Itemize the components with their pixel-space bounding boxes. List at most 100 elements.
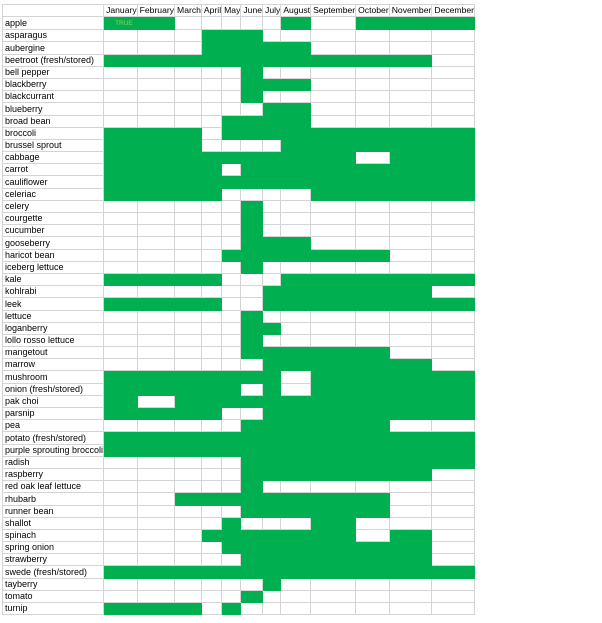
empty-cell[interactable] bbox=[262, 333, 282, 348]
empty-cell[interactable] bbox=[200, 138, 223, 153]
in-season-cell[interactable] bbox=[310, 553, 357, 567]
in-season-cell[interactable] bbox=[280, 492, 312, 506]
in-season-cell[interactable] bbox=[240, 199, 264, 214]
in-season-cell[interactable] bbox=[240, 211, 264, 226]
empty-cell[interactable] bbox=[200, 224, 223, 238]
in-season-cell[interactable] bbox=[240, 394, 264, 409]
in-season-cell[interactable] bbox=[262, 467, 282, 482]
in-season-cell[interactable] bbox=[355, 187, 390, 201]
produce-name-cell[interactable]: kale bbox=[1, 272, 105, 287]
produce-name-cell[interactable]: bell pepper bbox=[1, 65, 105, 79]
in-season-cell[interactable] bbox=[431, 163, 476, 177]
in-season-cell[interactable] bbox=[240, 65, 264, 79]
in-season-cell[interactable] bbox=[388, 358, 433, 372]
empty-cell[interactable] bbox=[136, 553, 176, 567]
empty-cell[interactable] bbox=[240, 601, 264, 616]
produce-name-cell[interactable]: mushroom bbox=[1, 370, 105, 384]
in-season-cell[interactable] bbox=[240, 175, 264, 189]
in-season-cell[interactable] bbox=[280, 272, 312, 287]
in-season-cell[interactable] bbox=[262, 248, 282, 262]
empty-cell[interactable] bbox=[103, 285, 138, 299]
in-season-cell[interactable] bbox=[240, 431, 264, 445]
in-season-cell[interactable] bbox=[103, 406, 138, 421]
in-season-cell[interactable] bbox=[431, 394, 476, 409]
in-season-cell[interactable] bbox=[240, 236, 264, 250]
in-season-cell[interactable] bbox=[240, 41, 264, 55]
in-season-cell[interactable] bbox=[310, 358, 357, 372]
in-season-cell[interactable] bbox=[310, 285, 357, 299]
in-season-cell[interactable] bbox=[240, 29, 264, 43]
empty-cell[interactable] bbox=[221, 358, 242, 372]
empty-cell[interactable] bbox=[136, 455, 176, 469]
in-season-cell[interactable] bbox=[136, 370, 176, 384]
in-season-cell[interactable] bbox=[355, 248, 390, 262]
empty-cell[interactable] bbox=[280, 333, 312, 348]
empty-cell[interactable] bbox=[310, 16, 357, 31]
in-season-cell[interactable] bbox=[262, 175, 282, 189]
in-season-cell[interactable] bbox=[355, 163, 390, 177]
in-season-cell[interactable] bbox=[310, 248, 357, 262]
empty-cell[interactable] bbox=[310, 65, 357, 79]
in-season-cell[interactable] bbox=[240, 77, 264, 92]
in-season-cell[interactable] bbox=[262, 394, 282, 409]
empty-cell[interactable] bbox=[136, 504, 176, 518]
empty-cell[interactable] bbox=[136, 321, 176, 335]
in-season-cell[interactable] bbox=[221, 248, 242, 262]
empty-cell[interactable] bbox=[136, 492, 176, 506]
empty-cell[interactable] bbox=[431, 29, 476, 43]
in-season-cell[interactable] bbox=[103, 272, 138, 287]
in-season-cell[interactable] bbox=[355, 126, 390, 140]
produce-name-cell[interactable]: apple bbox=[1, 16, 105, 31]
in-season-cell[interactable] bbox=[310, 382, 357, 396]
empty-cell[interactable] bbox=[262, 516, 282, 530]
in-season-cell[interactable] bbox=[280, 467, 312, 482]
produce-name-cell[interactable]: asparagus bbox=[1, 29, 105, 43]
in-season-cell[interactable] bbox=[262, 126, 282, 140]
empty-cell[interactable] bbox=[221, 285, 242, 299]
empty-cell[interactable] bbox=[431, 553, 476, 567]
empty-cell[interactable] bbox=[355, 260, 390, 274]
produce-name-cell[interactable]: beetroot (fresh/stored) bbox=[1, 53, 105, 67]
in-season-cell[interactable] bbox=[174, 175, 202, 189]
in-season-cell[interactable] bbox=[310, 492, 357, 506]
in-season-cell[interactable] bbox=[136, 53, 176, 67]
in-season-cell[interactable] bbox=[280, 163, 312, 177]
empty-cell[interactable] bbox=[103, 455, 138, 469]
in-season-cell[interactable] bbox=[262, 431, 282, 445]
in-season-cell[interactable] bbox=[262, 346, 282, 360]
empty-cell[interactable] bbox=[221, 187, 242, 201]
in-season-cell[interactable] bbox=[174, 53, 202, 67]
produce-name-cell[interactable]: lollo rosso lettuce bbox=[1, 333, 105, 348]
empty-cell[interactable] bbox=[174, 528, 202, 543]
in-season-cell[interactable] bbox=[388, 406, 433, 421]
empty-cell[interactable] bbox=[174, 333, 202, 348]
empty-cell[interactable] bbox=[103, 321, 138, 335]
produce-name-cell[interactable]: cauliflower bbox=[1, 175, 105, 189]
in-season-cell[interactable] bbox=[221, 151, 242, 165]
in-season-cell[interactable] bbox=[388, 151, 433, 165]
empty-cell[interactable] bbox=[103, 29, 138, 43]
empty-cell[interactable] bbox=[221, 77, 242, 92]
empty-cell[interactable] bbox=[431, 102, 476, 116]
produce-name-cell[interactable]: courgette bbox=[1, 211, 105, 226]
in-season-cell[interactable] bbox=[388, 553, 433, 567]
in-season-cell[interactable] bbox=[431, 272, 476, 287]
empty-cell[interactable] bbox=[280, 382, 312, 396]
empty-cell[interactable] bbox=[240, 187, 264, 201]
empty-cell[interactable] bbox=[174, 321, 202, 335]
produce-name-cell[interactable]: parsnip bbox=[1, 406, 105, 421]
produce-name-cell[interactable]: mangetout bbox=[1, 346, 105, 360]
month-header-february[interactable]: February bbox=[136, 3, 176, 18]
empty-cell[interactable] bbox=[431, 492, 476, 506]
empty-cell[interactable] bbox=[310, 601, 357, 616]
in-season-cell[interactable] bbox=[221, 41, 242, 55]
empty-cell[interactable] bbox=[388, 29, 433, 43]
empty-cell[interactable] bbox=[136, 260, 176, 274]
empty-cell[interactable] bbox=[174, 455, 202, 469]
empty-cell[interactable] bbox=[200, 77, 223, 92]
in-season-cell[interactable] bbox=[280, 528, 312, 543]
produce-name-cell[interactable]: spring onion bbox=[1, 541, 105, 555]
empty-cell[interactable] bbox=[355, 114, 390, 128]
in-season-cell[interactable] bbox=[221, 528, 242, 543]
empty-cell[interactable] bbox=[262, 16, 282, 31]
